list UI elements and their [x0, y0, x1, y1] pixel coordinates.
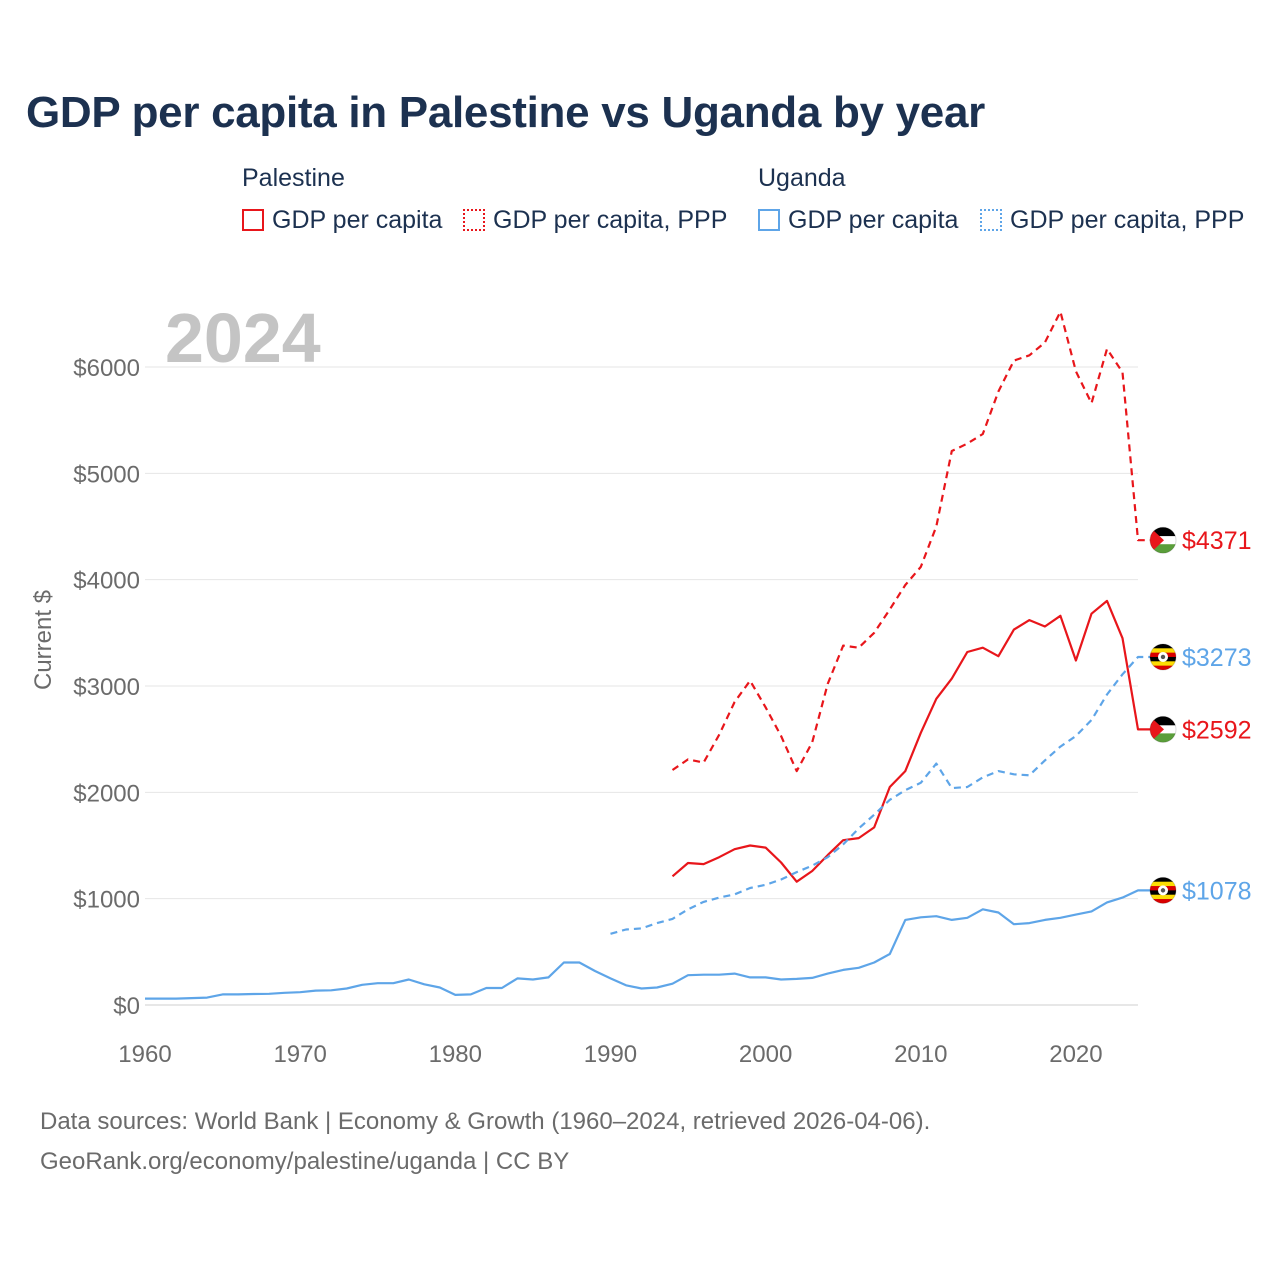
x-tick-label: 2020 — [1049, 1041, 1102, 1068]
legend-item-uganda-gdp[interactable]: GDP per capita — [758, 205, 958, 235]
legend-label: GDP per capita — [272, 205, 443, 234]
series-line-2 — [610, 655, 1152, 935]
end-value-label: $1078 — [1182, 877, 1252, 905]
x-tick-label: 2000 — [739, 1041, 792, 1068]
y-axis-label: Current $ — [30, 590, 57, 690]
legend-label: GDP per capita, PPP — [1010, 205, 1245, 234]
y-axis-ticks: $0 $1000 $2000 $3000 $4000 $5000 $6000 — [73, 355, 140, 1020]
y-tick-label: $5000 — [73, 461, 140, 488]
legend-item-palestine-gdp-ppp[interactable]: GDP per capita, PPP — [463, 205, 727, 235]
footer-sources: Data sources: World Bank | Economy & Gro… — [40, 1108, 931, 1135]
y-tick-label: $0 — [113, 993, 140, 1020]
legend-item-palestine-gdp[interactable]: GDP per capita — [242, 205, 442, 235]
series-line-1 — [671, 599, 1152, 883]
y-tick-label: $6000 — [73, 355, 140, 382]
x-axis-ticks: 1960 1970 1980 1990 2000 2010 2020 — [118, 1041, 1102, 1068]
y-tick-label: $4000 — [73, 568, 140, 595]
legend-swatch-dotted-red — [463, 209, 485, 231]
legend-group-uganda: Uganda — [758, 164, 846, 192]
legend-group-palestine: Palestine — [242, 164, 345, 192]
grid-lines — [145, 366, 1138, 1006]
palestine-flag-icon — [1149, 526, 1177, 554]
legend-swatch-solid-red — [242, 209, 264, 231]
legend-label: GDP per capita — [788, 205, 959, 234]
end-value-label: $3273 — [1182, 644, 1252, 672]
page-title: GDP per capita in Palestine vs Uganda by… — [26, 88, 985, 137]
year-watermark: 2024 — [165, 299, 321, 377]
legend-item-uganda-gdp-ppp[interactable]: GDP per capita, PPP — [980, 205, 1244, 235]
line-chart: 2024 $0 $1000 $2000 $3000 $4000 $5000 $6000 19… — [30, 299, 1252, 1068]
series-lines — [145, 310, 1152, 1000]
legend-swatch-solid-blue — [758, 209, 780, 231]
x-tick-label: 1970 — [273, 1041, 326, 1068]
x-tick-label: 1980 — [429, 1041, 482, 1068]
palestine-flag-icon — [1149, 715, 1177, 743]
y-tick-label: $2000 — [73, 780, 140, 807]
x-tick-label: 2010 — [894, 1041, 947, 1068]
uganda-flag-icon — [1149, 876, 1177, 904]
x-tick-label: 1960 — [118, 1041, 171, 1068]
series-line-3 — [145, 889, 1152, 1000]
uganda-flag-icon — [1149, 643, 1177, 671]
x-tick-label: 1990 — [584, 1041, 637, 1068]
end-value-label: $4371 — [1182, 527, 1252, 555]
y-tick-label: $3000 — [73, 674, 140, 701]
legend-swatch-dotted-blue — [980, 209, 1002, 231]
series-end-labels: $4371 $2592 $3273 $1078 — [1149, 526, 1252, 905]
end-value-label: $2592 — [1182, 716, 1252, 744]
footer-credit: GeoRank.org/economy/palestine/uganda | C… — [40, 1148, 570, 1175]
series-line-0 — [671, 310, 1152, 773]
y-tick-label: $1000 — [73, 887, 140, 914]
legend-label: GDP per capita, PPP — [493, 205, 728, 234]
